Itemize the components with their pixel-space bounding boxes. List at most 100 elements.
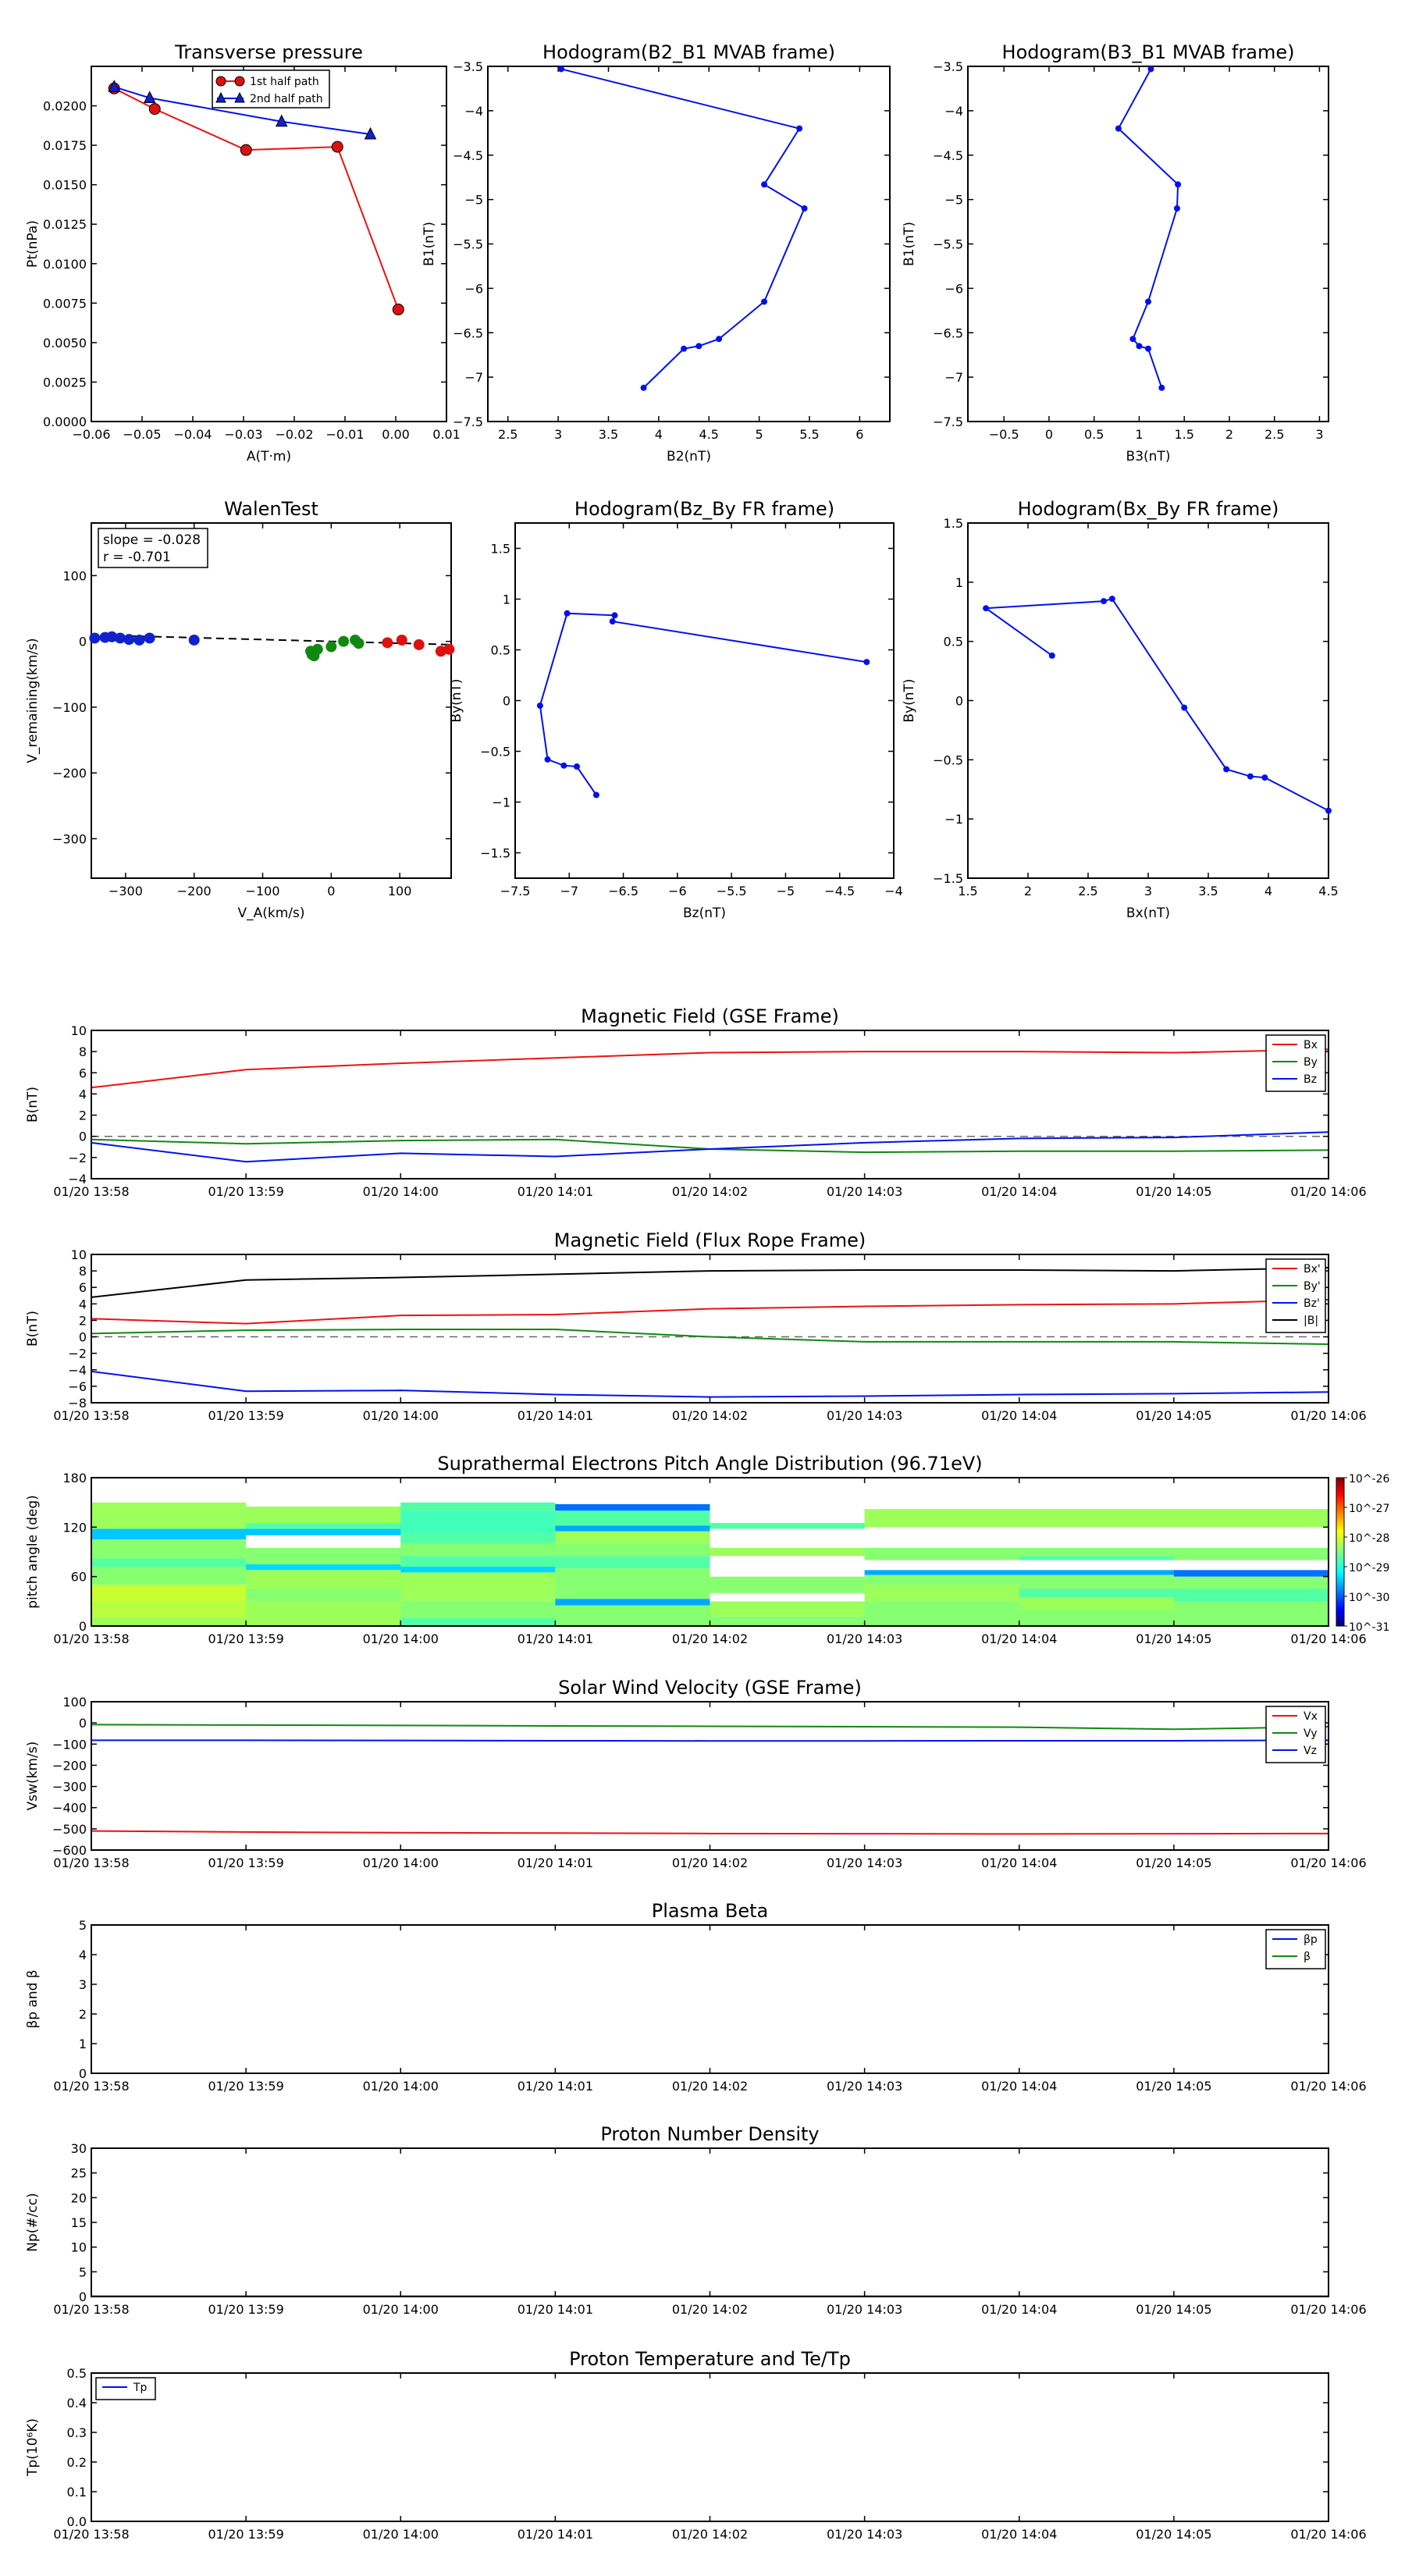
x-tick-label: −0.04	[173, 427, 212, 442]
y-tick-label: 5	[79, 2265, 87, 2279]
y-tick-label: −1	[944, 812, 963, 827]
heatmap-cell	[710, 1523, 866, 1529]
plot-frame	[91, 1701, 1329, 1851]
colorbar-label: 10^-30	[1349, 1592, 1389, 1604]
x-tick-label: 01/20 14:01	[518, 1631, 593, 1646]
series-line-bx	[91, 1299, 1329, 1325]
heatmap-cell	[1019, 1527, 1175, 1548]
x-tick-label: 01/20 14:00	[363, 1631, 439, 1646]
x-tick-label: 2	[1024, 884, 1032, 898]
y-tick-label: 0	[79, 2290, 87, 2304]
y-tick-label: −8	[68, 1396, 87, 1411]
data-point	[564, 610, 571, 617]
heatmap-cell	[555, 1478, 710, 1504]
x-tick-label: 01/20 14:05	[1136, 2527, 1211, 2542]
x-tick-label: −300	[108, 884, 143, 898]
x-tick-label: 01/20 13:58	[53, 2527, 129, 2542]
y-tick-label: −600	[52, 1843, 87, 1858]
heatmap-cell	[1019, 1509, 1175, 1528]
x-tick-label: 3	[1144, 884, 1152, 898]
heatmap-cell	[864, 1527, 1020, 1548]
x-tick-label: 01/20 14:02	[672, 1184, 748, 1199]
y-tick-label: 0.0100	[43, 257, 87, 272]
y-tick-label: −7	[944, 370, 963, 385]
y-tick-label: 0.2	[67, 2455, 87, 2470]
heatmap-cell	[246, 1535, 401, 1548]
x-tick-label: 3	[1315, 427, 1323, 442]
heatmap-cell	[710, 1528, 866, 1548]
colorbar	[1336, 1477, 1345, 1627]
legend-marker	[215, 91, 226, 103]
y-axis-label: By(nT)	[449, 678, 464, 722]
heatmap-cell	[710, 1556, 866, 1577]
x-tick-label: 01/20 14:00	[363, 2302, 439, 2317]
heatmap-cell	[555, 1510, 710, 1526]
chart-title: Plasma Beta	[652, 1900, 768, 1922]
hodogram-line	[560, 68, 806, 389]
data-point	[106, 631, 118, 642]
x-tick-label: 01/20 13:59	[208, 1631, 283, 1646]
heatmap-cell	[864, 1478, 1020, 1510]
y-tick-label: 100	[62, 1695, 87, 1710]
data-point	[1181, 704, 1188, 711]
data-point	[435, 646, 446, 657]
data-point	[143, 91, 156, 103]
y-tick-label: −5.5	[933, 237, 963, 252]
x-tick-label: 2.5	[1264, 427, 1284, 442]
series-line-bz	[91, 1131, 1329, 1163]
chart-title: Magnetic Field (GSE Frame)	[581, 1005, 839, 1027]
data-point	[1115, 125, 1122, 132]
heatmap-cell	[710, 1616, 866, 1626]
y-tick-label: 1.5	[944, 516, 963, 531]
data-point	[443, 643, 455, 655]
x-tick-label: 01/20 14:01	[518, 2302, 593, 2317]
x-tick-label: 01/20 13:59	[208, 2302, 283, 2317]
series-line	[113, 87, 400, 310]
x-tick-label: −0.06	[72, 427, 110, 442]
series-line	[113, 86, 371, 135]
heatmap-cell	[555, 1543, 710, 1557]
y-tick-label: 5	[79, 1918, 87, 1933]
heatmap-cell	[400, 1617, 556, 1626]
heatmap-cell	[1019, 1478, 1175, 1510]
x-tick-label: −6	[668, 884, 687, 898]
y-tick-label: 120	[62, 1520, 87, 1535]
legend-label: 2nd half path	[250, 93, 323, 105]
series-line-vy	[91, 1724, 1329, 1731]
x-tick-label: 5.5	[799, 427, 819, 442]
data-point	[1147, 66, 1154, 73]
x-tick-label: 01/20 14:00	[363, 1408, 439, 1423]
x-tick-label: 01/20 13:59	[208, 1856, 283, 1870]
data-point	[1136, 343, 1143, 350]
heatmap-cell	[1173, 1527, 1329, 1548]
y-tick-label: 10	[71, 1023, 87, 1038]
y-tick-label: 2	[79, 1108, 87, 1123]
heatmap-cell	[1173, 1560, 1329, 1571]
legend-label: |B|	[1304, 1315, 1318, 1327]
heatmap-cell	[400, 1502, 556, 1511]
colorbar-label: 10^-31	[1349, 1621, 1389, 1634]
x-tick-label: 01/20 14:06	[1290, 2302, 1366, 2317]
heatmap-cell	[1019, 1570, 1175, 1575]
y-tick-label: 0.0200	[43, 99, 87, 114]
data-point	[1247, 773, 1254, 780]
data-point	[123, 634, 135, 646]
x-tick-label: 01/20 14:03	[827, 2527, 902, 2542]
data-point	[240, 144, 252, 156]
data-point	[396, 634, 407, 646]
x-tick-label: 2.5	[1078, 884, 1097, 898]
x-tick-label: 01/20 13:58	[53, 2302, 129, 2317]
x-tick-label: 01/20 14:01	[518, 2079, 593, 2094]
x-tick-label: 01/20 14:04	[981, 2079, 1057, 2094]
y-tick-label: 0.0000	[43, 415, 87, 429]
y-tick-label: 8	[79, 1264, 87, 1279]
y-axis-label: B(nT)	[25, 1311, 41, 1347]
legend-box	[212, 69, 330, 109]
y-tick-label: −4.5	[453, 148, 483, 163]
y-tick-label: −4	[68, 1172, 87, 1187]
heatmap-cell	[91, 1567, 247, 1585]
heatmap-cell	[246, 1528, 401, 1535]
x-tick-label: 01/20 14:04	[981, 1631, 1057, 1646]
y-tick-label: −3.5	[453, 59, 483, 74]
y-tick-label: 4	[79, 1297, 87, 1311]
